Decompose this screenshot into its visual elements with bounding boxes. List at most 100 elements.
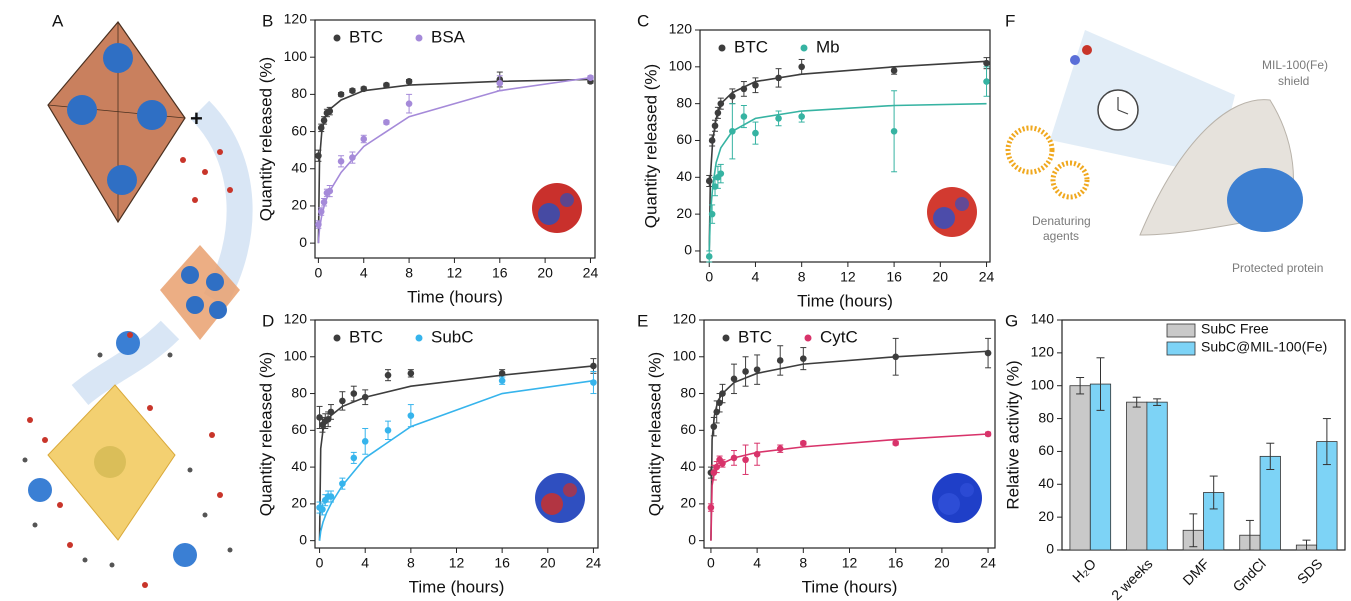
data-point — [321, 199, 328, 206]
bar — [1260, 456, 1280, 550]
y-tick-label: 0 — [688, 531, 696, 547]
data-point — [777, 357, 784, 364]
protein — [137, 100, 167, 130]
protein — [1227, 168, 1303, 232]
data-point — [408, 412, 415, 419]
y-tick-label: 0 — [299, 531, 307, 547]
y-tick-label: 140 — [1031, 311, 1055, 327]
y-tick-label: 100 — [673, 347, 697, 363]
data-point — [362, 438, 369, 445]
legend-label: BTC — [734, 37, 768, 56]
panel-f-illustration: F MIL-100(Fe) shield Denaturing agents P… — [1005, 11, 1328, 275]
data-point — [712, 122, 719, 129]
y-tick-label: 80 — [680, 384, 696, 400]
data-point — [983, 78, 990, 85]
data-point — [798, 64, 805, 71]
data-point — [706, 178, 713, 185]
protein-inset — [960, 483, 974, 497]
data-point — [406, 100, 413, 107]
legend-marker — [801, 45, 808, 52]
data-point — [338, 91, 345, 98]
y-tick-label: 20 — [1038, 508, 1054, 524]
x-axis-label: Time (hours) — [797, 291, 893, 310]
data-point — [731, 376, 738, 383]
y-axis-label: Quantity released (%) — [256, 57, 275, 221]
x-tick-label: 8 — [405, 265, 413, 281]
y-tick-label: 40 — [680, 458, 696, 474]
data-point — [798, 113, 805, 120]
legend-label: Mb — [816, 37, 840, 56]
panel-letter: B — [262, 11, 273, 30]
micelle — [1053, 163, 1087, 197]
micelle — [1008, 128, 1052, 172]
data-point — [717, 170, 724, 177]
data-point — [775, 115, 782, 122]
data-point — [349, 154, 356, 161]
x-tick-label: 0 — [707, 555, 715, 571]
data-point — [496, 80, 503, 87]
legend-marker — [334, 35, 341, 42]
protein — [28, 478, 52, 502]
x-tick-label: 4 — [753, 555, 761, 571]
x-tick-label: 0 — [316, 555, 324, 571]
legend-marker — [416, 335, 423, 342]
x-tick-label: 20 — [540, 555, 556, 571]
x-tick-label: GndCl — [1229, 555, 1268, 594]
data-point — [742, 368, 749, 375]
legend-swatch — [1167, 324, 1195, 337]
protein — [173, 543, 197, 567]
x-tick-label: 4 — [360, 265, 368, 281]
data-point — [499, 377, 506, 384]
data-point — [338, 158, 345, 165]
legend-label: SubC@MIL-100(Fe) — [1201, 339, 1327, 355]
y-axis-label: Quantity released (%) — [645, 352, 664, 516]
legend-marker — [719, 45, 726, 52]
protein — [206, 273, 224, 291]
y-tick-label: 60 — [676, 131, 692, 147]
data-point — [742, 456, 749, 463]
x-tick-label: 20 — [933, 269, 949, 285]
y-tick-label: 120 — [284, 11, 308, 27]
x-tick-label: DMF — [1179, 555, 1212, 588]
legend-marker — [416, 35, 423, 42]
panel-letter: G — [1005, 311, 1018, 330]
legend-marker — [334, 335, 341, 342]
data-point — [319, 506, 326, 513]
data-point — [708, 504, 715, 511]
data-point — [383, 119, 390, 126]
data-point — [985, 431, 992, 438]
data-point — [719, 390, 726, 397]
data-point — [892, 440, 899, 447]
y-tick-label: 80 — [1038, 409, 1054, 425]
data-point — [985, 350, 992, 357]
data-point — [385, 427, 392, 434]
panel-a-illustration: A + — [23, 11, 241, 588]
x-tick-label: 16 — [492, 265, 508, 281]
x-tick-label: 12 — [842, 555, 858, 571]
protein — [186, 296, 204, 314]
bar — [1070, 386, 1090, 550]
x-tick-label: 8 — [799, 555, 807, 571]
data-point — [752, 82, 759, 89]
x-tick-label: 20 — [934, 555, 950, 571]
x-tick-label: 8 — [798, 269, 806, 285]
y-tick-label: 120 — [284, 311, 308, 327]
x-tick-label: 16 — [886, 269, 902, 285]
panel-letter: A — [52, 11, 64, 30]
data-point — [590, 363, 597, 370]
data-point — [741, 86, 748, 93]
x-tick-label: 24 — [979, 269, 995, 285]
legend-label: SubC — [431, 327, 474, 346]
shield-label: MIL-100(Fe) — [1262, 58, 1328, 72]
legend-label: CytC — [820, 327, 858, 346]
protein-inset — [560, 193, 574, 207]
x-tick-label: 20 — [537, 265, 553, 281]
y-tick-label: 40 — [291, 159, 307, 175]
y-tick-label: 20 — [291, 197, 307, 213]
x-tick-label: 16 — [888, 555, 904, 571]
y-axis-label: Quantity released (%) — [641, 64, 660, 228]
data-point — [741, 113, 748, 120]
x-tick-label: 0 — [315, 265, 323, 281]
y-tick-label: 120 — [1031, 344, 1055, 360]
legend-marker — [805, 335, 812, 342]
